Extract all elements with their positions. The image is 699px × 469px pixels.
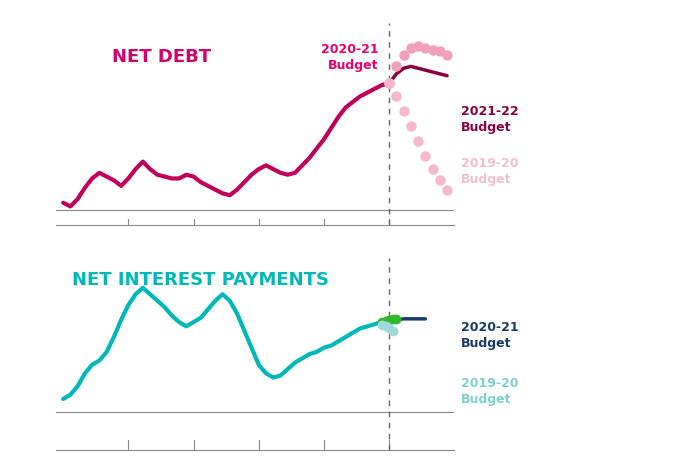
Text: NET INTEREST PAYMENTS: NET INTEREST PAYMENTS bbox=[72, 272, 329, 289]
Text: 2020-21
Budget: 2020-21 Budget bbox=[321, 43, 378, 72]
Text: 2021-22
Budget: 2021-22 Budget bbox=[461, 105, 519, 134]
Text: 2019-20
Budget: 2019-20 Budget bbox=[461, 157, 519, 186]
Text: 2020-21
Budget: 2020-21 Budget bbox=[461, 321, 519, 350]
Text: NET DEBT: NET DEBT bbox=[112, 48, 211, 66]
Text: 2019-20
Budget: 2019-20 Budget bbox=[461, 377, 519, 406]
